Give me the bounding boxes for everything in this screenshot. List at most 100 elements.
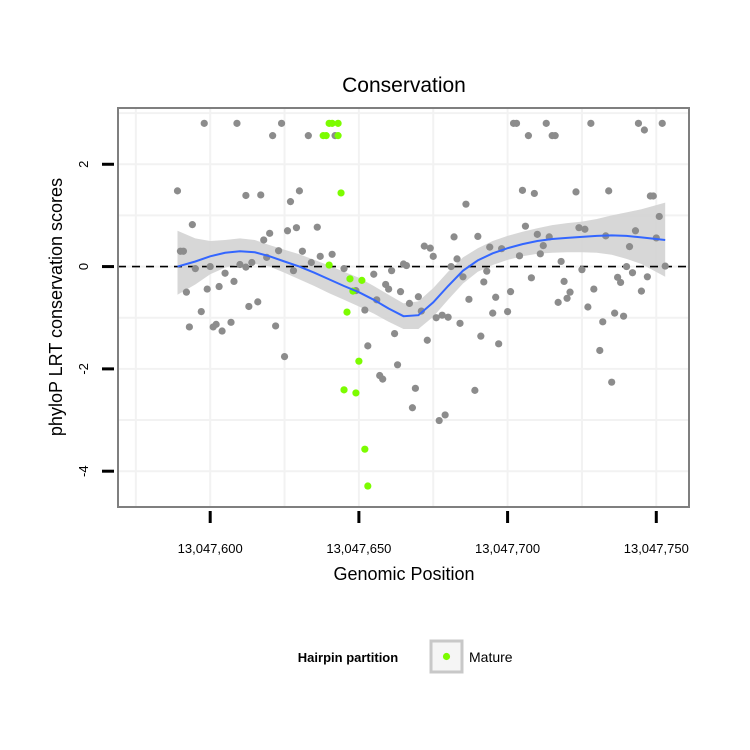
data-point <box>408 404 417 412</box>
data-point-mature <box>358 276 366 284</box>
data-point <box>590 285 598 293</box>
data-point <box>185 323 193 331</box>
data-point <box>173 187 182 195</box>
data-point <box>584 303 592 311</box>
data-point-mature <box>328 119 336 127</box>
smooth-trend-line <box>177 234 666 318</box>
data-point <box>587 119 595 127</box>
data-point <box>295 187 304 195</box>
data-point <box>227 318 235 326</box>
data-point <box>212 320 220 328</box>
data-point <box>489 309 497 317</box>
y-tick-label: -2 <box>76 363 91 375</box>
data-point <box>551 132 559 140</box>
data-point <box>608 378 616 386</box>
data-point <box>533 230 541 238</box>
data-point <box>441 411 449 419</box>
data-point <box>616 278 625 287</box>
data-point-mature <box>361 445 369 453</box>
data-point <box>277 119 286 127</box>
data-point <box>429 252 437 260</box>
data-point <box>414 293 422 301</box>
x-tick-label: 13,047,750 <box>624 541 689 556</box>
data-point <box>292 224 301 232</box>
data-point <box>402 261 411 270</box>
y-tick-label: 2 <box>76 161 91 168</box>
data-point <box>274 247 283 255</box>
data-point <box>182 288 191 296</box>
legend-label-mature: Mature <box>469 649 513 665</box>
data-point-mature <box>334 119 342 127</box>
data-point <box>254 298 262 306</box>
data-point <box>447 262 455 271</box>
data-point <box>432 314 440 322</box>
data-point <box>385 285 393 293</box>
data-point <box>393 361 402 369</box>
data-point <box>563 294 571 302</box>
data-point <box>465 295 473 303</box>
data-point <box>242 191 250 200</box>
data-point <box>539 242 547 250</box>
data-point <box>230 277 238 286</box>
data-point <box>191 265 199 273</box>
data-point <box>596 346 604 355</box>
data-point <box>611 309 619 317</box>
gridlines <box>118 108 689 507</box>
data-point <box>628 269 637 277</box>
data-point <box>411 384 419 392</box>
data-point <box>524 132 533 140</box>
x-tick-label: 13,047,600 <box>178 541 243 556</box>
legend: Hairpin partition Mature <box>298 639 513 674</box>
data-point <box>486 243 494 251</box>
data-point <box>619 312 628 320</box>
data-point <box>379 375 387 383</box>
y-tick-label: -4 <box>76 465 91 477</box>
legend-title: Hairpin partition <box>298 650 398 665</box>
data-point <box>388 267 396 275</box>
data-point <box>572 188 580 196</box>
data-point <box>426 244 434 252</box>
data-point <box>462 200 470 208</box>
data-point <box>188 221 196 229</box>
data-point <box>206 262 214 271</box>
data-point <box>495 340 503 348</box>
data-point <box>506 288 515 296</box>
chart-title: Conservation <box>342 74 466 97</box>
data-point-mature <box>340 386 348 394</box>
data-point <box>512 119 521 127</box>
data-point <box>289 267 298 275</box>
data-point <box>625 243 634 251</box>
data-point-mature <box>337 189 345 197</box>
data-point <box>236 260 244 269</box>
data-point <box>453 255 461 263</box>
data-point <box>566 288 574 296</box>
x-axis: 13,047,600 13,047,650 13,047,700 13,047,750 <box>178 511 689 556</box>
data-point <box>286 198 295 206</box>
data-point <box>622 262 631 271</box>
data-point <box>364 342 372 350</box>
plot-panel <box>117 107 690 508</box>
points-mature <box>319 119 372 490</box>
data-point-mature <box>352 389 360 397</box>
data-point <box>405 299 414 308</box>
data-point-mature <box>355 357 363 365</box>
data-point <box>456 319 464 327</box>
data-point <box>474 232 482 240</box>
data-point <box>396 288 405 296</box>
data-point <box>266 229 274 237</box>
data-point <box>515 252 524 260</box>
data-point <box>560 277 568 286</box>
data-point <box>420 242 428 250</box>
data-point <box>269 132 277 140</box>
data-point <box>242 263 250 271</box>
data-point <box>423 336 431 344</box>
data-point <box>390 329 399 338</box>
data-point <box>554 298 562 306</box>
data-point <box>245 302 253 311</box>
data-point <box>340 265 348 273</box>
data-point <box>203 285 211 293</box>
data-point <box>444 313 452 321</box>
data-point-mature <box>346 275 354 283</box>
data-point <box>438 311 446 319</box>
data-point <box>661 262 669 270</box>
